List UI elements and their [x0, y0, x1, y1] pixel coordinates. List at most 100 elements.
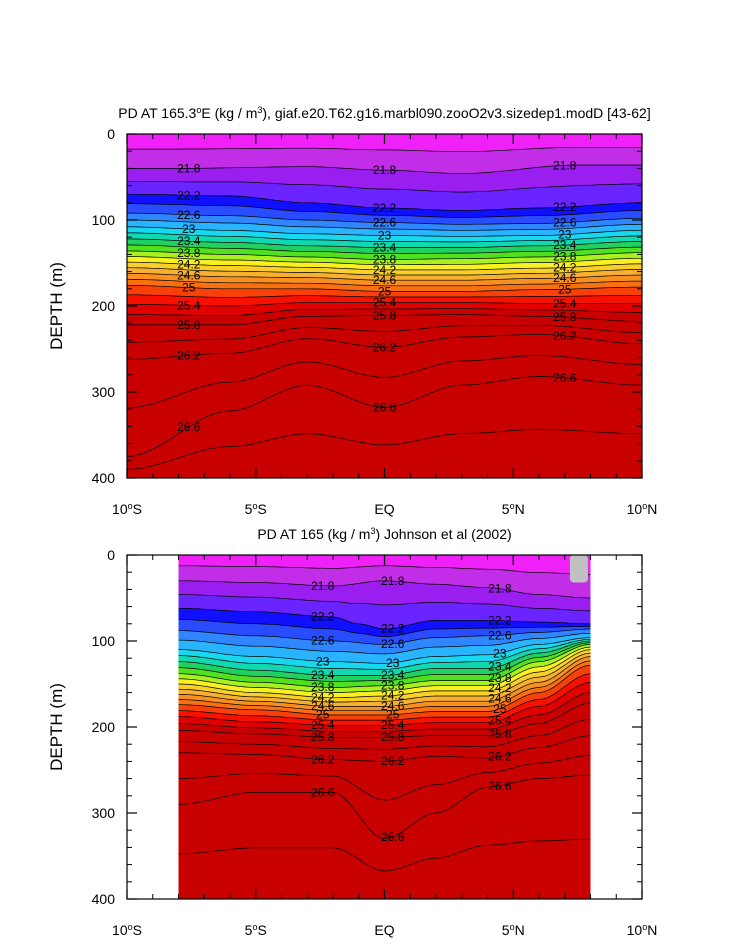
contour-label: 23	[182, 222, 196, 236]
contour-band	[127, 256, 642, 270]
contour-band	[178, 639, 591, 676]
y-axis-title: DEPTH (m)	[47, 262, 66, 350]
contour-line	[127, 267, 642, 276]
x-tick-label: 10oS	[112, 922, 142, 938]
contour-label: 25.4	[488, 713, 512, 727]
contour-band	[127, 279, 642, 292]
contour-band	[178, 702, 591, 750]
contour-line	[178, 755, 591, 801]
contour-band	[178, 619, 591, 645]
x-tick-label: 5oS	[245, 922, 267, 938]
contour-label: 25.4	[373, 296, 397, 310]
contour-line	[178, 692, 591, 732]
y-tick-label: 200	[92, 719, 116, 735]
x-tick-label: 10oS	[112, 501, 142, 517]
contour-label: 23.8	[177, 246, 201, 260]
x-tick-label: 10oN	[627, 922, 658, 938]
contour-band	[127, 238, 642, 254]
y-tick-label: 400	[92, 470, 116, 486]
contour-label: 26.2	[488, 749, 512, 763]
contour-line	[127, 308, 642, 316]
contour-line	[127, 250, 642, 260]
y-tick-label: 300	[92, 384, 116, 400]
contour-band	[178, 735, 591, 801]
contour-line	[178, 640, 591, 676]
x-tick-label: EQ	[374, 922, 394, 938]
contour-label: 24.6	[177, 269, 201, 283]
contour-line	[178, 660, 591, 712]
contour-label: 26.2	[381, 754, 405, 768]
contour-label: 26.2	[311, 752, 335, 766]
contour-line	[178, 649, 591, 699]
y-tick-label: 100	[92, 633, 116, 649]
contour-label: 21.8	[177, 161, 201, 175]
contour-band	[178, 641, 591, 682]
contour-line	[178, 652, 591, 703]
contour-label: 24.6	[311, 699, 335, 713]
contour-fill-layer	[127, 134, 642, 478]
contour-band	[178, 629, 591, 654]
contour-label: 23.8	[488, 671, 512, 685]
contour-band	[127, 251, 642, 265]
contour-label: 23.4	[553, 238, 577, 252]
contour-band	[178, 719, 591, 762]
y-tick-label: 100	[92, 212, 116, 228]
contour-band	[127, 302, 642, 316]
contour-label: 26.2	[373, 340, 397, 354]
contour-band	[127, 203, 642, 225]
contour-line	[127, 314, 642, 326]
contour-fill-layer	[178, 555, 591, 899]
contour-label: 22.2	[373, 201, 397, 215]
contour-line	[127, 294, 642, 298]
contour-band	[127, 376, 642, 470]
contour-label: 25.8	[381, 730, 405, 744]
y-tick-label: 200	[92, 298, 116, 314]
contour-line	[178, 632, 591, 655]
contour-label: 25.8	[553, 310, 577, 324]
contour-band	[127, 355, 642, 457]
contour-label: 23.8	[553, 249, 577, 263]
contour-line	[127, 212, 642, 225]
y-tick-label: 0	[107, 126, 115, 142]
contour-label: 25.8	[311, 730, 335, 744]
contour-label: 26.6	[373, 400, 397, 414]
contour-line	[127, 219, 642, 231]
contour-line	[178, 702, 591, 738]
contour-line	[178, 774, 591, 840]
contour-line	[127, 226, 642, 237]
contour-band	[127, 308, 642, 325]
contour-label: 26.6	[311, 785, 335, 799]
contour-band	[178, 839, 591, 899]
contour-label: 22.6	[553, 216, 577, 230]
contour-label: 24.2	[553, 260, 577, 274]
contour-label: 25.8	[488, 727, 512, 741]
contour-label: 25	[558, 282, 572, 296]
contour-label: 25.8	[373, 308, 397, 322]
contour-label: 23.8	[373, 253, 397, 267]
contour-label: 24.6	[373, 273, 397, 287]
contour-label: 23.4	[177, 234, 201, 248]
contour-line	[178, 642, 591, 682]
contour-band	[127, 294, 642, 306]
contour-label: 21.8	[553, 158, 577, 172]
y-axis-title: DEPTH (m)	[47, 683, 66, 771]
panel-title: PD AT 165.3oE (kg / m3), giaf.e20.T62.g1…	[118, 105, 650, 121]
contour-label: 25	[493, 702, 507, 716]
contour-line	[127, 272, 642, 281]
contour-band	[127, 267, 642, 281]
contour-band	[127, 244, 642, 260]
contour-band	[127, 314, 642, 343]
contour-label: 25.4	[177, 298, 201, 312]
contour-label: 23	[378, 228, 392, 242]
contour-label: 26.6	[177, 420, 201, 434]
contour-label: 23	[316, 654, 330, 668]
contour-line	[127, 193, 642, 211]
contour-line	[127, 325, 642, 343]
contour-label: 24.6	[553, 271, 577, 285]
contour-line	[127, 203, 642, 218]
contour-label: 24.2	[488, 681, 512, 695]
contour-label: 25.4	[311, 718, 335, 732]
contour-line	[178, 594, 591, 612]
contour-line	[178, 718, 591, 750]
